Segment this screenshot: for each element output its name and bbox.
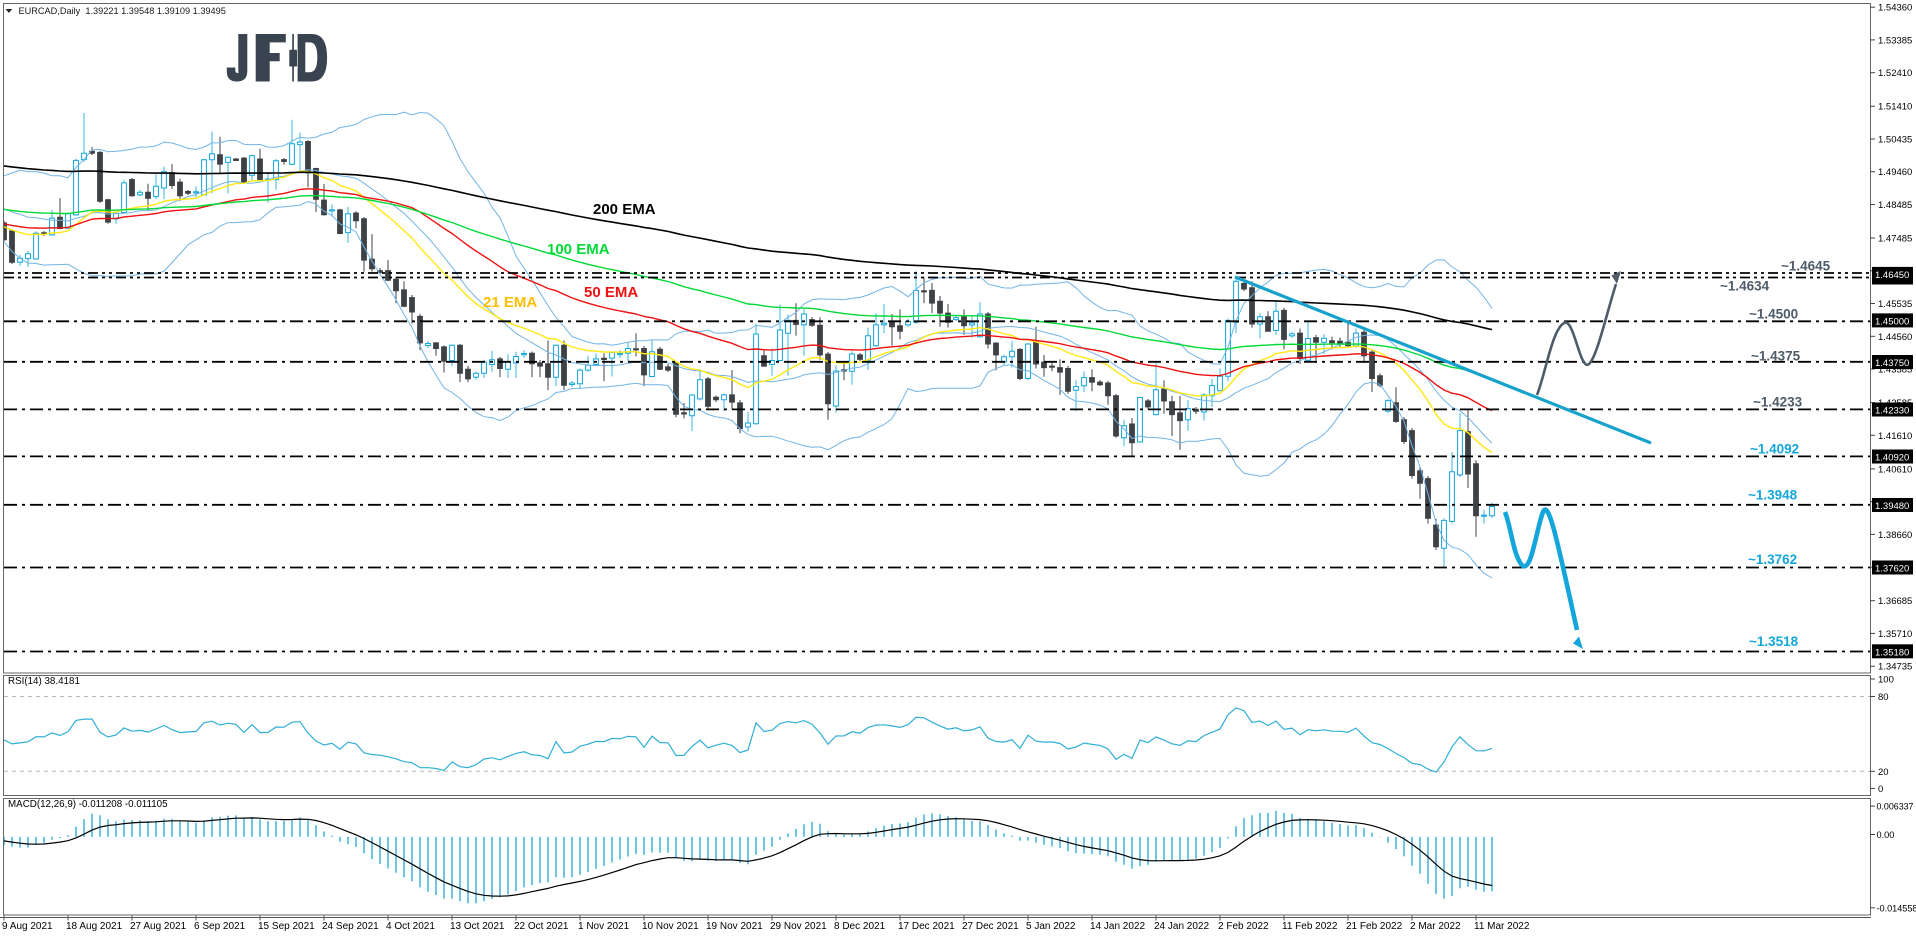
svg-text:1.36685: 1.36685 [1878,596,1912,607]
svg-text:20: 20 [1878,767,1889,778]
svg-text:0: 0 [1878,784,1883,795]
svg-text:24 Sep 2021: 24 Sep 2021 [322,921,379,932]
svg-text:1.51410: 1.51410 [1878,102,1912,113]
svg-text:0.006337: 0.006337 [1877,802,1914,812]
svg-text:1.47485: 1.47485 [1878,234,1912,245]
svg-text:50 EMA: 50 EMA [584,284,638,301]
svg-text:100: 100 [1878,675,1894,686]
svg-text:1.37620: 1.37620 [1875,564,1909,575]
svg-text:~1.4500: ~1.4500 [1749,307,1798,322]
svg-text:10 Nov 2021: 10 Nov 2021 [642,921,699,932]
svg-text:~1.3518: ~1.3518 [1749,634,1799,649]
svg-text:18 Aug 2021: 18 Aug 2021 [66,921,123,932]
svg-text:1.41610: 1.41610 [1878,431,1912,442]
svg-text:80: 80 [1878,692,1889,703]
svg-text:~1.3762: ~1.3762 [1748,552,1797,567]
svg-text:0.00: 0.00 [1877,830,1895,840]
svg-text:14 Jan 2022: 14 Jan 2022 [1090,921,1145,932]
svg-text:4 Oct 2021: 4 Oct 2021 [386,921,435,932]
svg-text:2 Mar 2022: 2 Mar 2022 [1410,921,1461,932]
svg-text:1.38660: 1.38660 [1878,530,1912,541]
svg-text:1.35710: 1.35710 [1878,629,1912,640]
svg-text:19 Nov 2021: 19 Nov 2021 [706,921,763,932]
svg-text:1.49460: 1.49460 [1878,167,1912,178]
svg-text:8 Dec 2021: 8 Dec 2021 [834,921,886,932]
svg-text:-0.014558: -0.014558 [1877,903,1916,913]
svg-text:1.42330: 1.42330 [1875,406,1909,417]
svg-text:RSI(14) 38.4181: RSI(14) 38.4181 [8,676,80,687]
svg-text:1 Nov 2021: 1 Nov 2021 [578,921,630,932]
svg-text:6 Sep 2021: 6 Sep 2021 [194,921,246,932]
svg-text:1.54360: 1.54360 [1878,3,1912,14]
svg-text:11 Feb 2022: 11 Feb 2022 [1282,921,1338,932]
svg-text:1.34735: 1.34735 [1878,662,1912,673]
svg-text:21 Feb 2022: 21 Feb 2022 [1346,921,1403,932]
svg-text:1.52410: 1.52410 [1878,68,1912,79]
svg-text:1.39480: 1.39480 [1875,501,1909,512]
svg-text:1.53385: 1.53385 [1878,35,1912,46]
svg-text:1.50435: 1.50435 [1878,135,1912,146]
svg-text:15 Sep 2021: 15 Sep 2021 [258,921,315,932]
svg-text:24 Jan 2022: 24 Jan 2022 [1154,921,1209,932]
svg-text:9 Aug 2021: 9 Aug 2021 [2,921,53,932]
svg-text:~1.4375: ~1.4375 [1751,349,1801,364]
svg-text:EURCAD,Daily 1.39221 1.39548: EURCAD,Daily 1.39221 1.39548 1.39109 1.3… [19,6,226,16]
svg-text:27 Dec 2021: 27 Dec 2021 [962,921,1019,932]
svg-text:1.48485: 1.48485 [1878,200,1912,211]
svg-text:1.43750: 1.43750 [1875,358,1909,369]
svg-text:~1.4634: ~1.4634 [1720,279,1770,294]
svg-text:100 EMA: 100 EMA [547,241,610,258]
svg-text:29 Nov 2021: 29 Nov 2021 [770,921,827,932]
svg-text:~1.4233: ~1.4233 [1753,395,1803,410]
svg-text:22 Oct 2021: 22 Oct 2021 [514,921,569,932]
svg-text:MACD(12,26,9) -0.011208 -0.011: MACD(12,26,9) -0.011208 -0.011105 [8,799,168,810]
svg-text:~1.4645: ~1.4645 [1781,259,1831,274]
svg-text:1.45535: 1.45535 [1878,299,1912,310]
svg-text:11 Mar 2022: 11 Mar 2022 [1474,921,1530,932]
svg-text:21 EMA: 21 EMA [483,294,537,311]
svg-text:13 Oct 2021: 13 Oct 2021 [450,921,505,932]
svg-text:27 Aug 2021: 27 Aug 2021 [130,921,187,932]
svg-text:5 Jan 2022: 5 Jan 2022 [1026,921,1076,932]
svg-text:1.40920: 1.40920 [1875,453,1909,464]
svg-text:1.46450: 1.46450 [1875,270,1909,281]
svg-text:1.44560: 1.44560 [1878,332,1912,343]
svg-text:2 Feb 2022: 2 Feb 2022 [1218,921,1269,932]
svg-text:~1.3948: ~1.3948 [1748,488,1798,503]
svg-text:~1.4092: ~1.4092 [1750,442,1799,457]
svg-text:1.35180: 1.35180 [1875,647,1909,658]
svg-text:200 EMA: 200 EMA [593,201,656,218]
svg-text:1.45000: 1.45000 [1875,316,1909,327]
svg-text:17 Dec 2021: 17 Dec 2021 [898,921,955,932]
svg-text:1.40610: 1.40610 [1878,464,1912,475]
